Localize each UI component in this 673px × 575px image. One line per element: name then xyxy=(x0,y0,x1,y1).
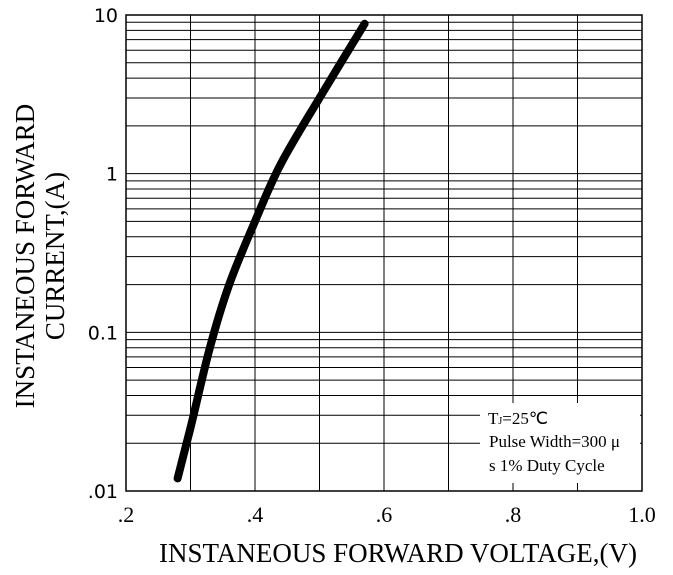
y-tick-label: 0.1 xyxy=(88,322,118,344)
condition-tj-subscript: J xyxy=(498,416,502,427)
x-tick-label: .2 xyxy=(118,502,135,527)
y-tick-label: 1 xyxy=(106,164,118,186)
x-axis-label: INSTANEOUS FORWARD VOLTAGE,(V) xyxy=(159,538,637,568)
x-tick-label: .8 xyxy=(505,502,522,527)
condition-box: TJ=25℃ Pulse Width=300 μ s 1% Duty Cycle xyxy=(480,403,640,483)
plot-frame xyxy=(125,14,643,492)
svg-text:TJ=25℃: TJ=25℃ xyxy=(488,409,548,428)
condition-tj-label: T xyxy=(488,409,499,428)
condition-pulse-width: Pulse Width=300 μ xyxy=(489,432,620,451)
x-tick-label: .6 xyxy=(376,502,393,527)
y-tick-labels: .01 0.1 1 10 xyxy=(88,5,118,503)
y-tick-label: 10 xyxy=(94,5,118,27)
condition-duty-cycle: s 1% Duty Cycle xyxy=(489,456,605,475)
x-tick-label: 1.0 xyxy=(628,502,656,527)
y-axis-label-line1: INSTANEOUS FORWARD xyxy=(10,104,40,409)
grid xyxy=(126,15,642,491)
x-tick-labels: .2 .4 .6 .8 1.0 xyxy=(118,502,656,527)
forward-current-curve xyxy=(173,19,369,483)
condition-tj-value: =25℃ xyxy=(502,409,548,428)
y-tick-label: .01 xyxy=(88,481,118,503)
x-tick-label: .4 xyxy=(247,502,264,527)
y-axis-label-line2: CURRENT,(A) xyxy=(40,172,70,340)
